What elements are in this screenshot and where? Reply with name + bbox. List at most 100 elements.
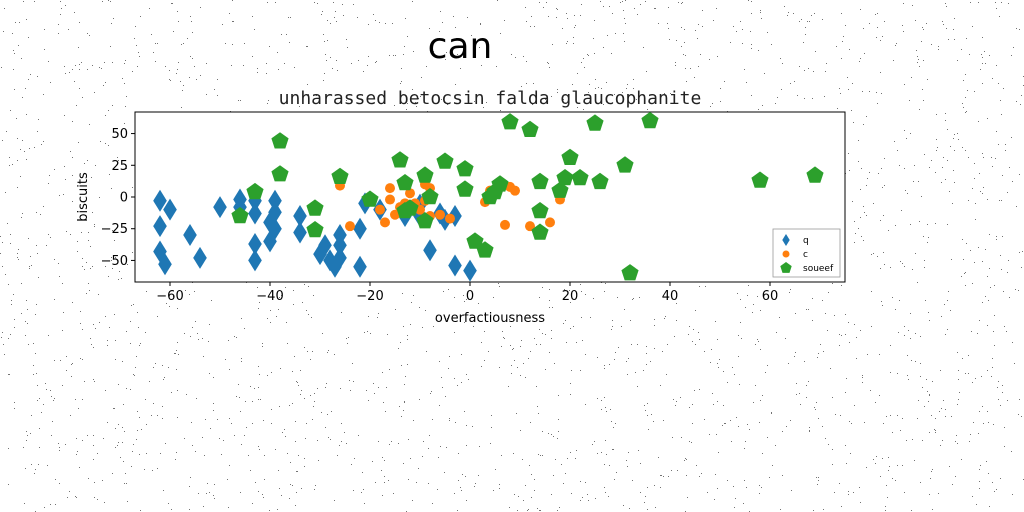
data-point-c xyxy=(385,183,395,194)
data-point-soueef xyxy=(416,166,434,183)
x-tick-label: 20 xyxy=(562,289,579,304)
x-tick-label: −40 xyxy=(256,289,283,304)
data-point-q xyxy=(333,234,347,257)
data-point-soueef xyxy=(476,241,494,258)
data-point-q xyxy=(233,188,247,211)
data-point-q xyxy=(268,217,282,240)
data-point-soueef xyxy=(436,152,454,169)
x-tick-label: 60 xyxy=(762,289,779,304)
data-point-soueef xyxy=(361,190,379,207)
data-point-soueef xyxy=(271,165,289,182)
data-point-q xyxy=(448,254,462,277)
data-point-soueef xyxy=(806,166,824,183)
data-point-q xyxy=(268,189,282,212)
data-point-q xyxy=(153,189,167,212)
data-point-c xyxy=(525,221,535,232)
data-point-soueef xyxy=(571,169,589,186)
data-point-soueef xyxy=(466,232,484,249)
data-point-soueef xyxy=(616,156,634,173)
data-point-soueef xyxy=(531,223,549,240)
data-point-soueef xyxy=(556,169,574,186)
legend-marker-c xyxy=(782,250,790,258)
figure-title: can xyxy=(428,26,493,67)
data-point-q xyxy=(293,221,307,244)
data-point-soueef xyxy=(306,221,324,238)
data-point-c xyxy=(405,188,415,199)
data-point-q xyxy=(333,246,347,269)
legend-label-c: c xyxy=(803,250,808,260)
data-point-c xyxy=(545,217,555,228)
data-point-soueef xyxy=(551,181,569,198)
data-point-q xyxy=(318,234,332,257)
data-point-soueef xyxy=(246,182,264,200)
x-tick-label: −20 xyxy=(356,289,383,304)
data-point-q xyxy=(463,259,477,282)
legend-label-q: q xyxy=(803,236,809,246)
data-point-soueef xyxy=(391,151,409,168)
data-point-soueef xyxy=(531,202,549,219)
legend-label-soueef: soueef xyxy=(803,264,834,274)
data-point-soueef xyxy=(396,174,414,191)
x-axis-label: overfactiousness xyxy=(435,311,545,326)
y-axis-ticks: −50 −25 0 25 50 xyxy=(101,127,135,269)
axes-title: unharassed betocsin falda glaucophanite xyxy=(279,88,702,109)
data-point-c xyxy=(375,204,385,215)
data-point-q xyxy=(353,255,367,278)
data-point-soueef xyxy=(401,199,419,216)
x-tick-label: 0 xyxy=(466,289,474,304)
data-point-q xyxy=(248,249,262,272)
data-point-c xyxy=(445,213,455,224)
data-point-soueef xyxy=(586,114,604,131)
y-tick-label: −50 xyxy=(101,254,128,269)
data-point-soueef xyxy=(456,160,474,177)
x-tick-label: −60 xyxy=(156,289,183,304)
data-point-q xyxy=(158,253,172,276)
series-soueef xyxy=(231,111,824,281)
data-point-soueef xyxy=(271,132,289,149)
data-point-soueef xyxy=(416,212,434,229)
data-point-q xyxy=(248,202,262,225)
data-point-q xyxy=(213,196,227,219)
y-tick-label: −25 xyxy=(101,222,128,237)
data-point-soueef xyxy=(306,199,324,216)
data-point-c xyxy=(435,209,445,220)
data-point-soueef xyxy=(531,172,549,190)
x-axis-ticks: −60 −40 −20 0 20 40 60 xyxy=(156,282,778,304)
data-point-soueef xyxy=(491,175,509,192)
data-point-q xyxy=(193,246,207,269)
y-tick-label: 50 xyxy=(111,127,128,142)
data-point-soueef xyxy=(751,171,769,188)
data-point-q xyxy=(153,215,167,238)
y-axis-label: biscuits xyxy=(76,172,91,222)
legend-marker-soueef xyxy=(780,262,792,273)
data-point-soueef xyxy=(331,167,349,184)
data-point-c xyxy=(510,185,520,196)
data-point-soueef xyxy=(591,172,609,190)
data-point-c xyxy=(385,194,395,205)
legend-marker-q xyxy=(782,234,790,246)
data-point-q xyxy=(423,239,437,262)
data-point-soueef xyxy=(561,148,579,165)
data-point-soueef xyxy=(421,188,439,205)
x-tick-label: 40 xyxy=(662,289,679,304)
data-point-q xyxy=(353,217,367,240)
data-point-soueef xyxy=(641,111,659,129)
data-point-q xyxy=(183,224,197,247)
data-point-c xyxy=(345,221,355,232)
data-point-q xyxy=(268,201,282,224)
data-point-soueef xyxy=(501,113,519,130)
data-points xyxy=(153,111,824,282)
data-point-q xyxy=(293,205,307,228)
data-point-c xyxy=(500,219,510,230)
data-point-soueef xyxy=(231,207,249,224)
data-point-c xyxy=(380,217,390,228)
y-tick-label: 0 xyxy=(120,191,128,206)
y-tick-label: 25 xyxy=(111,159,128,174)
data-point-q xyxy=(248,232,262,255)
data-point-soueef xyxy=(521,120,539,137)
data-point-soueef xyxy=(456,180,474,197)
data-point-soueef xyxy=(621,264,639,281)
data-point-c xyxy=(390,209,400,220)
data-point-q xyxy=(163,198,177,221)
